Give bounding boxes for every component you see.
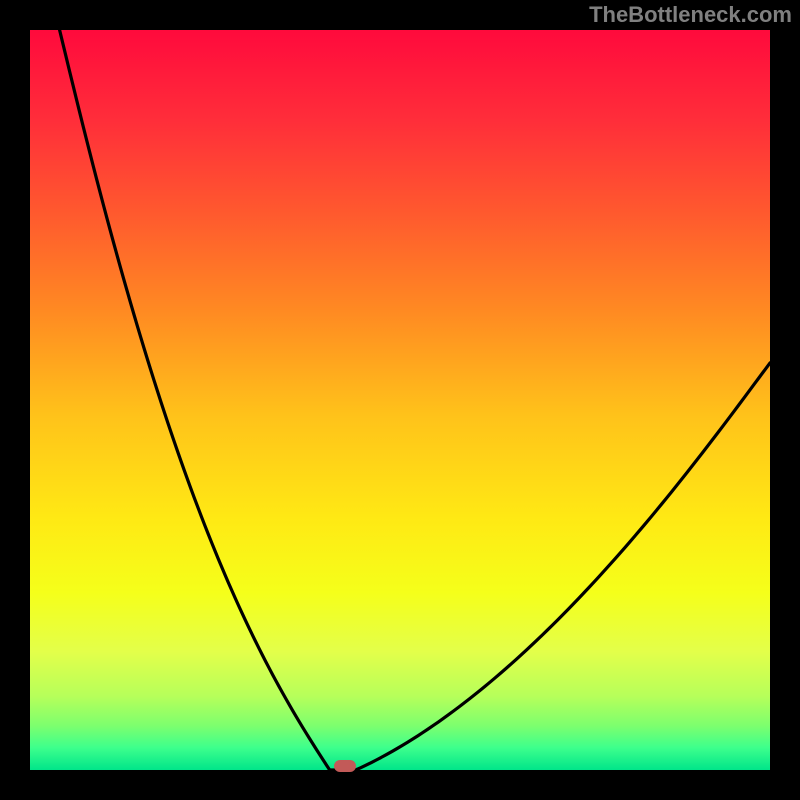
plot-area xyxy=(30,30,770,770)
watermark-text: TheBottleneck.com xyxy=(589,2,792,28)
chart-container: TheBottleneck.com xyxy=(0,0,800,800)
bottleneck-curve xyxy=(30,30,770,770)
optimum-marker xyxy=(334,760,356,772)
